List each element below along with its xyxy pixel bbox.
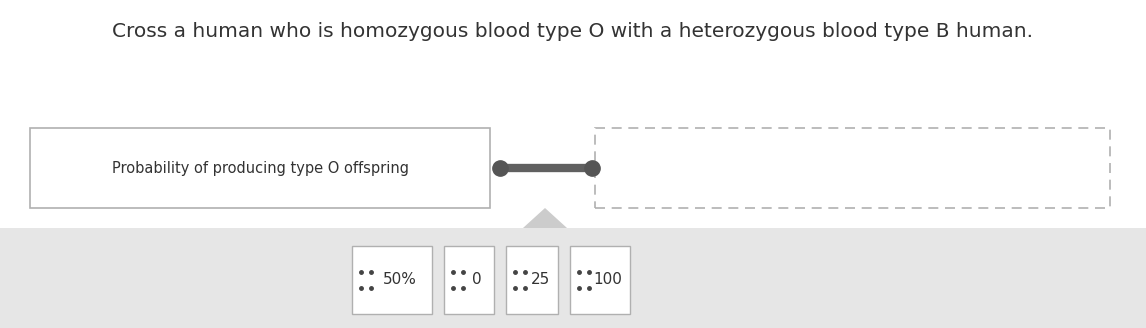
Text: 0: 0 <box>472 273 481 288</box>
Text: 50%: 50% <box>383 273 417 288</box>
Text: 100: 100 <box>594 273 622 288</box>
Bar <box>0 228 1146 328</box>
Text: 25: 25 <box>531 273 550 288</box>
FancyBboxPatch shape <box>352 246 432 314</box>
FancyBboxPatch shape <box>444 246 494 314</box>
Polygon shape <box>523 208 567 228</box>
FancyBboxPatch shape <box>570 246 630 314</box>
Text: Cross a human who is homozygous blood type O with a heterozygous blood type B hu: Cross a human who is homozygous blood ty… <box>112 22 1034 41</box>
Text: Probability of producing type O offspring: Probability of producing type O offsprin… <box>111 160 408 175</box>
FancyBboxPatch shape <box>507 246 558 314</box>
FancyBboxPatch shape <box>30 128 490 208</box>
